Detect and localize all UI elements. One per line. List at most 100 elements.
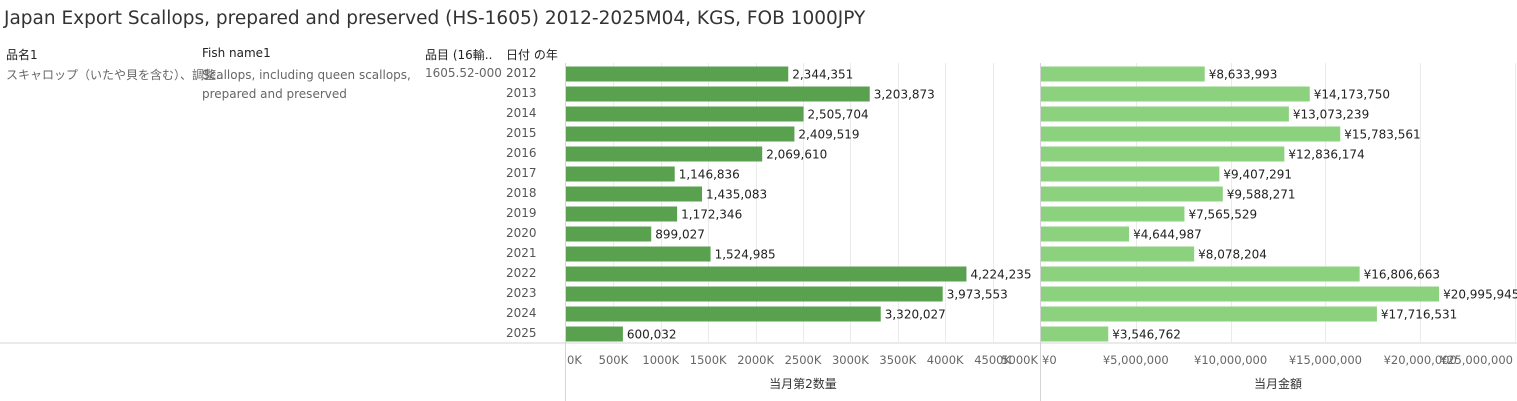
value-tick-label: ¥25,000,000 [1440, 353, 1513, 367]
fish-name-cell: Scallops, including queen scallops, prep… [202, 66, 411, 104]
value-bar-label: ¥4,644,987 [1133, 228, 1202, 242]
value-bar-label: ¥12,836,174 [1288, 148, 1364, 162]
quantity-tick-label: 2000K [737, 353, 774, 367]
quantity-tick-label: 3500K [879, 353, 916, 367]
value-tick-label: ¥10,000,000 [1194, 353, 1267, 367]
quantity-bar-label: 2,344,351 [792, 68, 853, 82]
value-bar [1041, 206, 1185, 222]
value-bar [1041, 146, 1285, 162]
quantity-bar [566, 286, 943, 302]
year-label: 2016 [506, 146, 537, 160]
header-product-name[interactable]: 品名1 [6, 48, 38, 62]
value-axis-title: 当月金額 [1254, 376, 1302, 391]
year-label: 2015 [506, 126, 537, 140]
quantity-bar [566, 126, 795, 142]
value-bar [1041, 166, 1220, 182]
value-tick-label: ¥5,000,000 [1103, 353, 1169, 367]
value-bar-label: ¥13,073,239 [1293, 108, 1369, 122]
year-label: 2019 [506, 206, 537, 220]
quantity-tick-label: 1500K [690, 353, 727, 367]
quantity-tick-label: 1000K [642, 353, 679, 367]
quantity-tick-label: 5000K [1001, 353, 1038, 367]
value-bar [1041, 266, 1360, 282]
year-label: 2025 [506, 326, 537, 340]
item-code-cell: 1605.52-000 [425, 66, 502, 80]
quantity-bar-label: 3,203,873 [874, 88, 935, 102]
quantity-bar [566, 246, 711, 262]
quantity-bar-label: 2,505,704 [808, 108, 869, 122]
quantity-bar [566, 166, 675, 182]
quantity-bar-label: 1,172,346 [681, 208, 742, 222]
quantity-tick-label: 4500K [974, 353, 1011, 367]
header-item-code[interactable]: 品目 (16輸.. [425, 48, 493, 62]
value-bar-label: ¥7,565,529 [1188, 208, 1257, 222]
quantity-bar-label: 3,320,027 [885, 308, 946, 322]
value-bar [1041, 106, 1289, 122]
value-bar-label: ¥17,716,531 [1381, 308, 1457, 322]
year-label: 2022 [506, 266, 537, 280]
quantity-tick-label: 0K [567, 353, 582, 367]
year-label: 2020 [506, 226, 537, 240]
quantity-chart: 2,344,351 3,203,873 2,505,704 2,409,519 2,06… [565, 63, 1041, 401]
quantity-bar-label: 3,973,553 [947, 288, 1008, 302]
quantity-bar [566, 66, 789, 82]
value-bar-label: ¥8,633,993 [1209, 68, 1278, 82]
value-bar [1041, 286, 1440, 302]
product-name-cell: スキャロップ（いたや貝を含む）、調整.. [6, 68, 224, 82]
quantity-tick-label: 500K [599, 353, 629, 367]
year-label: 2018 [506, 186, 537, 200]
quantity-axis-title: 当月第2数量 [769, 376, 837, 391]
value-bar-label: ¥15,783,561 [1344, 128, 1420, 142]
value-bar [1041, 186, 1223, 202]
quantity-bar-label: 1,435,083 [706, 188, 767, 202]
quantity-bar-label: 4,224,235 [970, 268, 1031, 282]
value-bar [1041, 86, 1310, 102]
value-bar [1041, 126, 1341, 142]
quantity-bar-label: 1,146,836 [679, 168, 740, 182]
value-tick-label: ¥0 [1042, 353, 1057, 367]
value-bar-label: ¥8,078,204 [1198, 248, 1267, 262]
value-bar [1041, 246, 1195, 262]
value-bar [1041, 226, 1130, 242]
year-label: 2017 [506, 166, 537, 180]
value-bar-label: ¥20,995,945 [1443, 288, 1517, 302]
value-chart: ¥8,633,993 ¥14,173,750 ¥13,073,239 ¥15,783,… [1040, 63, 1517, 401]
value-bar [1041, 66, 1205, 82]
year-label: 2024 [506, 306, 537, 320]
quantity-bar-label: 899,027 [655, 228, 705, 242]
value-bar-label: ¥9,407,291 [1223, 168, 1292, 182]
quantity-tick-label: 4000K [927, 353, 964, 367]
year-label: 2021 [506, 246, 537, 260]
quantity-bar-label: 2,069,610 [766, 148, 827, 162]
quantity-bar [566, 206, 678, 222]
quantity-bar [566, 326, 623, 342]
value-bar [1041, 306, 1377, 322]
chart-title: Japan Export Scallops, prepared and pres… [4, 8, 866, 29]
quantity-bar [566, 266, 967, 282]
value-bar-label: ¥3,546,762 [1112, 328, 1181, 342]
quantity-bar-label: 1,524,985 [715, 248, 776, 262]
year-label: 2013 [506, 86, 537, 100]
quantity-bar [566, 146, 763, 162]
year-label: 2023 [506, 286, 537, 300]
value-tick-label: ¥20,000,000 [1384, 353, 1457, 367]
value-bar-label: ¥14,173,750 [1314, 88, 1390, 102]
header-year[interactable]: 日付 の年 [506, 48, 558, 62]
value-tick-label: ¥15,000,000 [1289, 353, 1362, 367]
year-label: 2012 [506, 66, 537, 80]
quantity-bar [566, 226, 652, 242]
header-fish-name[interactable]: Fish name1 [202, 46, 271, 60]
year-label: 2014 [506, 106, 537, 120]
quantity-bar [566, 186, 703, 202]
quantity-bar [566, 106, 804, 122]
quantity-tick-label: 3000K [832, 353, 869, 367]
value-bar-label: ¥16,806,663 [1364, 268, 1440, 282]
fish-name-line-1: Scallops, including queen scallops, [202, 68, 411, 82]
value-bar-label: ¥9,588,271 [1227, 188, 1296, 202]
quantity-tick-label: 2500K [785, 353, 822, 367]
quantity-bar [566, 306, 881, 322]
value-bar [1041, 326, 1109, 342]
quantity-bar-label: 2,409,519 [798, 128, 859, 142]
quantity-bar-label: 600,032 [627, 328, 677, 342]
